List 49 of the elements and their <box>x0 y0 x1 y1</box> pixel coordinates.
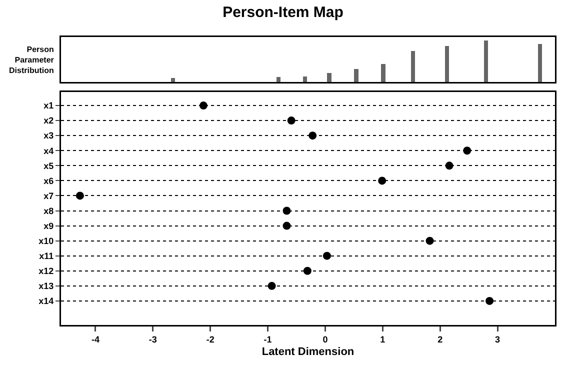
y-tick-label: x13 <box>38 281 54 292</box>
x-tick-label: -3 <box>148 334 157 344</box>
chart-title: Person-Item Map <box>222 4 344 21</box>
point <box>287 116 296 125</box>
point <box>303 266 312 275</box>
y-tick-label: x10 <box>38 236 54 246</box>
x-tick-label: 2 <box>438 334 443 344</box>
y-tick-label: x14 <box>38 296 54 306</box>
y-tick-label: x9 <box>44 220 54 231</box>
point <box>268 282 276 290</box>
bar <box>276 77 281 82</box>
y-tick-label: x6 <box>44 176 54 186</box>
bar <box>171 78 176 82</box>
point <box>486 296 494 305</box>
point <box>199 102 208 110</box>
bar <box>538 44 542 82</box>
x-tick-label: 0 <box>322 334 328 344</box>
bar <box>327 72 332 82</box>
bar <box>354 69 358 82</box>
point <box>308 132 317 140</box>
x-tick-label: -1 <box>264 334 272 344</box>
bar <box>445 46 450 82</box>
point <box>463 146 472 155</box>
y-tick-label: x4 <box>44 146 54 156</box>
y-tick-label: x12 <box>38 266 54 276</box>
point <box>426 236 434 245</box>
y-tick-label: x11 <box>39 251 54 261</box>
point <box>282 222 291 230</box>
y-tick-label: x1 <box>44 100 54 111</box>
point <box>282 206 291 215</box>
point <box>445 162 454 170</box>
x-axis-title: Latent Dimension <box>262 346 354 358</box>
x-tick-label: -2 <box>206 334 214 344</box>
y-tick-label: x8 <box>44 206 54 216</box>
y-tick-label: x3 <box>44 130 54 141</box>
x-tick-label: -4 <box>91 334 100 344</box>
y-tick-label: x7 <box>44 190 54 201</box>
y-tick-label: x2 <box>44 116 54 126</box>
bar <box>303 76 308 82</box>
x-tick-label: 1 <box>380 334 386 344</box>
point <box>378 176 386 185</box>
bar <box>411 50 416 82</box>
y-axis-title: Person Parameter Distribution <box>9 45 54 75</box>
bar <box>381 64 386 82</box>
x-tick-label: 3 <box>495 334 500 344</box>
point <box>76 192 84 200</box>
y-tick-label: x5 <box>44 160 54 171</box>
bar <box>484 40 488 82</box>
point <box>322 252 331 260</box>
